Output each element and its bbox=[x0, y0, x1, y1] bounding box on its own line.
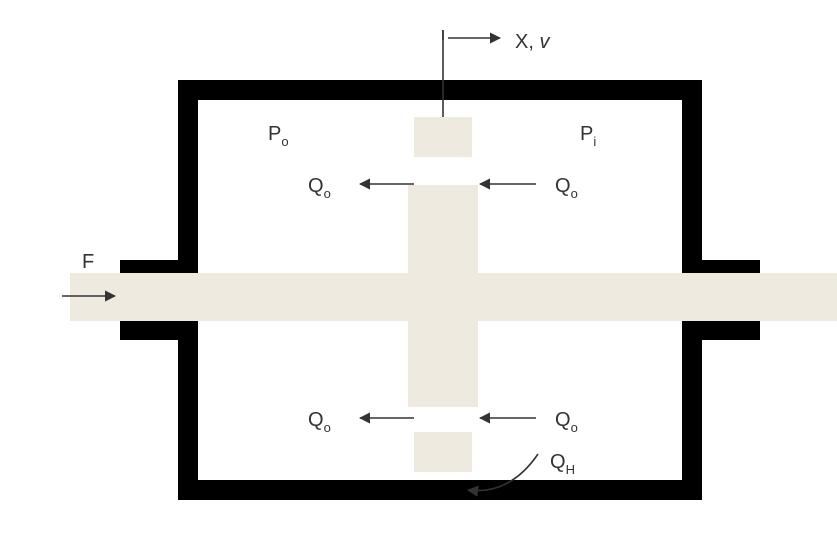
label-Qo-lower-left: Qo bbox=[308, 409, 331, 435]
label-Qo-lower-right: Qo bbox=[555, 409, 578, 435]
label-Xv: X, v bbox=[515, 31, 550, 53]
piston-bot-block bbox=[414, 432, 472, 472]
piston-top-block bbox=[414, 117, 472, 157]
label-F: F bbox=[82, 251, 94, 273]
label-QH: QH bbox=[550, 451, 575, 477]
piston-core bbox=[408, 185, 478, 407]
label-Pi: Pi bbox=[580, 123, 596, 149]
hydraulic-valve-diagram: PoPiQoQoQoQoQHFX, v bbox=[0, 0, 837, 534]
label-Po: Po bbox=[268, 123, 289, 149]
label-Qo-upper-right: Qo bbox=[555, 175, 578, 201]
label-Qo-upper-left: Qo bbox=[308, 175, 331, 201]
